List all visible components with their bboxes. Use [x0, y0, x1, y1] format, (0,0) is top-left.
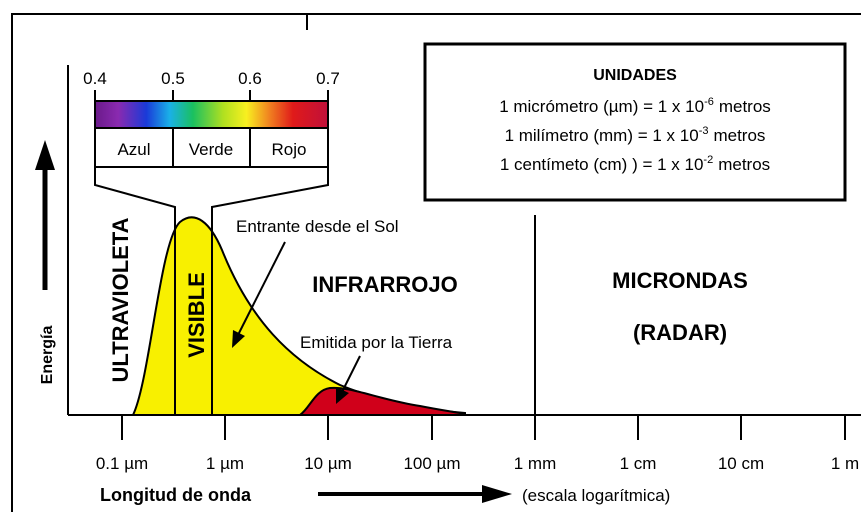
units-line: 1 centímeto (cm) ) = 1 x 10-2 metros	[500, 154, 770, 174]
scale-tick: 0.6	[238, 69, 262, 88]
x-tick-label: 1 cm	[620, 454, 657, 473]
x-tick-label: 1 mm	[514, 454, 557, 473]
region-label: INFRARROJO	[312, 272, 457, 297]
x-axis-note: (escala logarítmica)	[522, 486, 670, 505]
x-axis-title: Longitud de onda	[100, 485, 252, 505]
x-tick-label: 10 cm	[718, 454, 764, 473]
frame	[11, 13, 861, 512]
units-line: 1 milímetro (mm) = 1 x 10-3 metros	[505, 125, 766, 145]
annotation: Emitida por la Tierra	[300, 333, 453, 352]
color-label: Azul	[117, 140, 150, 159]
scale-tick: 0.4	[83, 69, 107, 88]
x-tick-label: 0.1 µm	[96, 454, 148, 473]
region-label: ULTRAVIOLETA	[108, 217, 133, 382]
x-ticks	[121, 215, 846, 440]
x-tick-label: 1 µm	[206, 454, 244, 473]
annotation-arrow	[237, 241, 286, 336]
arrowhead	[35, 140, 55, 170]
scale-tick: 0.5	[161, 69, 185, 88]
earth-curve	[296, 386, 466, 416]
x-tick-label: 100 µm	[403, 454, 460, 473]
units-box	[423, 42, 847, 202]
arrowhead	[336, 387, 349, 404]
region-label: (RADAR)	[633, 320, 727, 345]
arrowhead	[232, 330, 245, 348]
region-label: VISIBLE	[184, 272, 209, 358]
x-tick-label: 10 µm	[304, 454, 352, 473]
units-line: 1 micrómetro (µm) = 1 x 10-6 metros	[499, 96, 771, 116]
region-label: MICRONDAS	[612, 268, 748, 293]
color-label: Verde	[189, 140, 233, 159]
annotation-arrow	[341, 355, 361, 393]
scale-tick: 0.7	[316, 69, 340, 88]
color-label: Rojo	[272, 140, 307, 159]
arrowhead	[482, 485, 512, 503]
y-axis-label: Energía	[39, 326, 56, 385]
units-title: UNIDADES	[593, 67, 677, 84]
x-tick-label: 1 m	[831, 454, 859, 473]
sun-curve	[131, 216, 466, 416]
annotation: Entrante desde el Sol	[236, 217, 399, 236]
visible-scale	[94, 90, 329, 415]
